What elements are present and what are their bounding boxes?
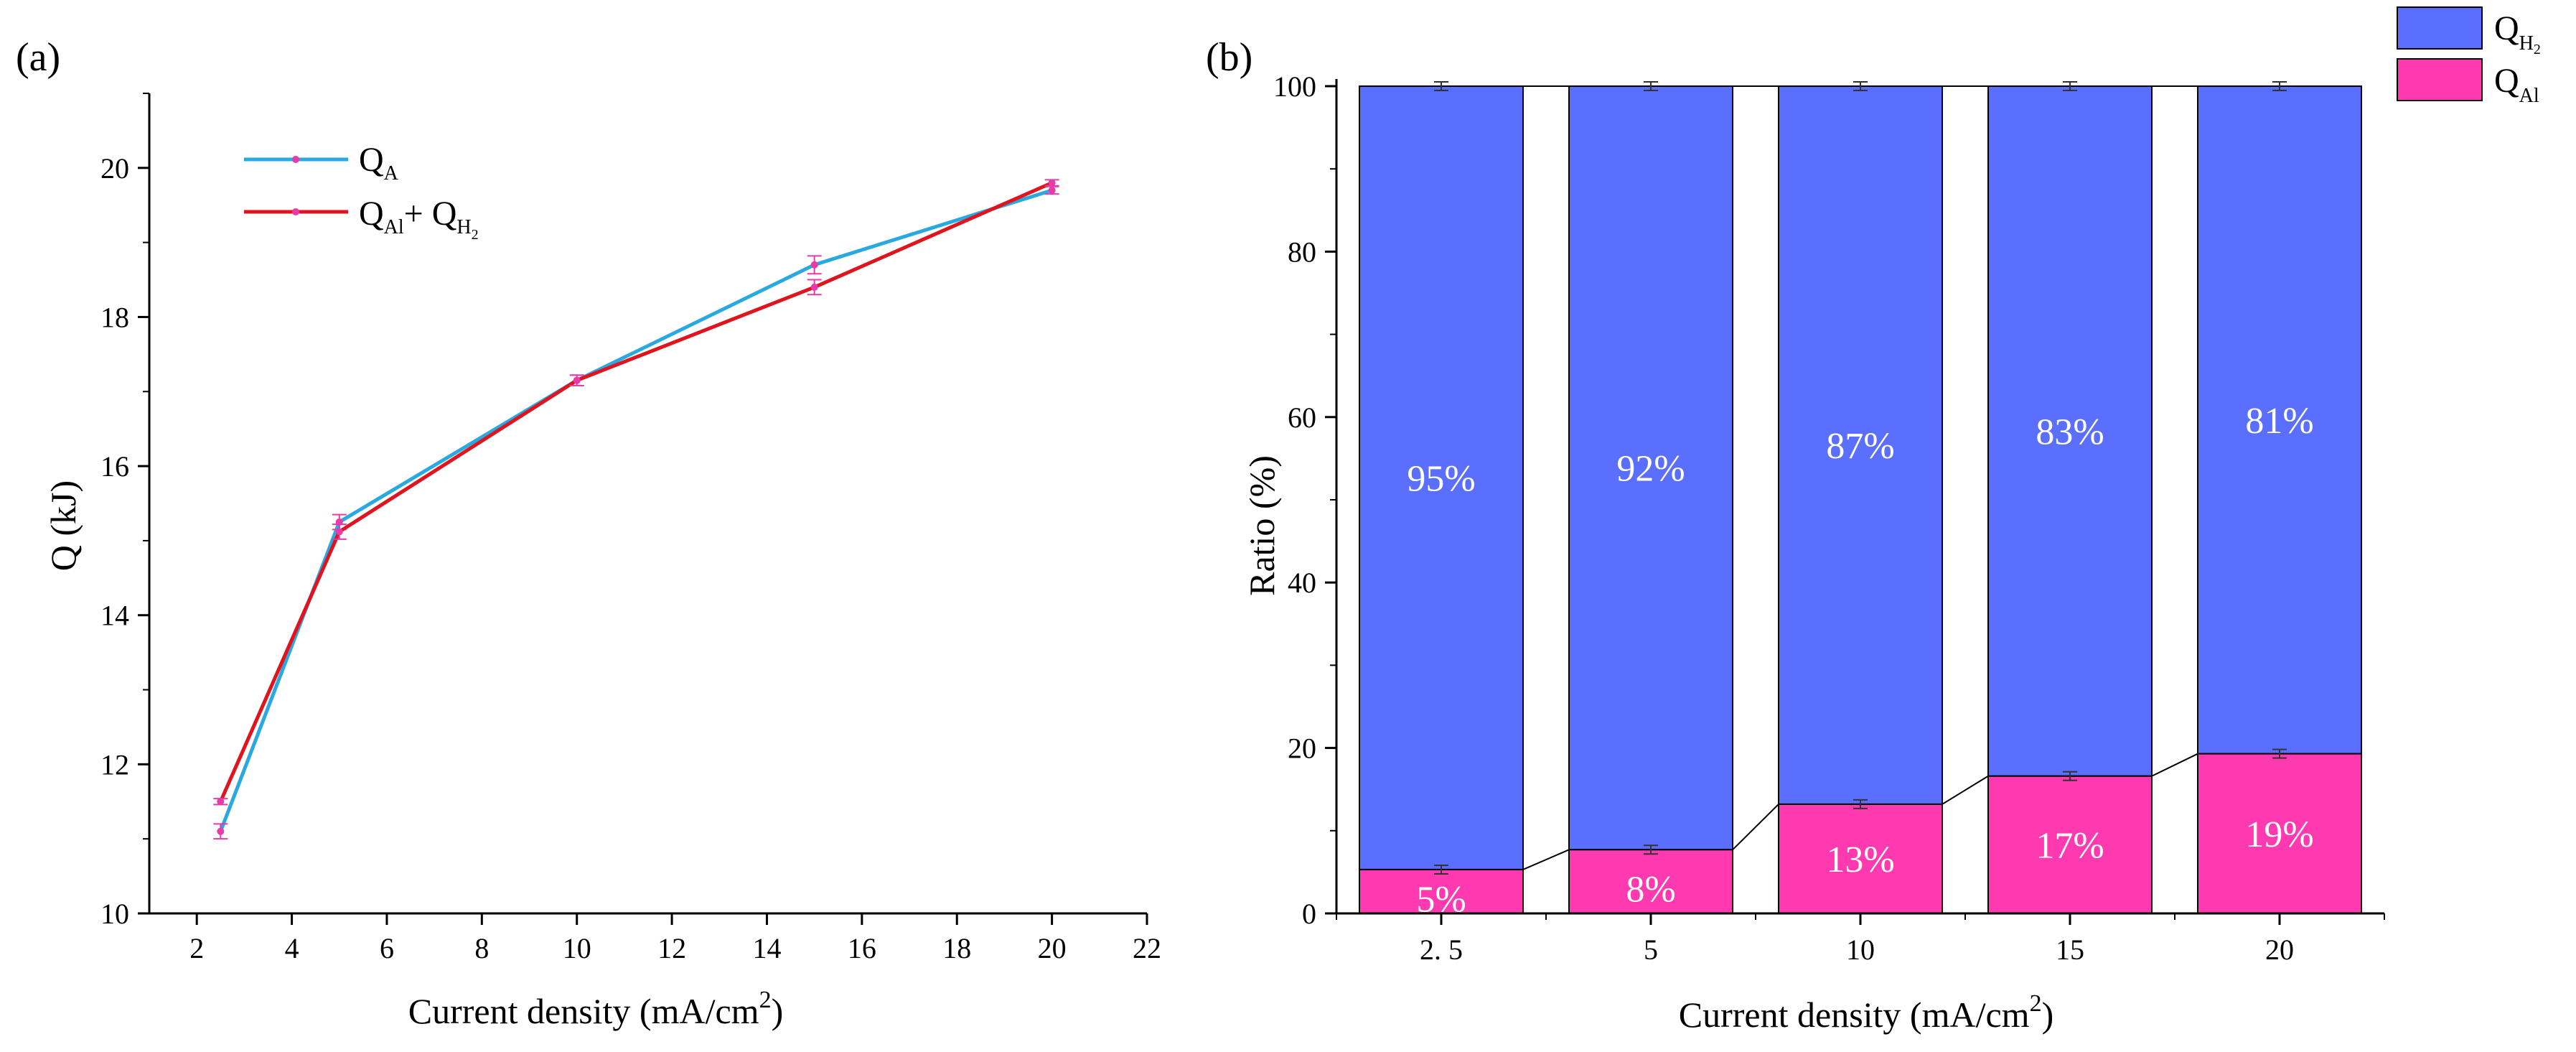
chart-a-xtick-label: 22 [1133,932,1161,964]
panel-a-label: (a) [16,35,60,80]
chart-b-bar-qh2 [1359,85,1524,870]
legend-qa-marker [292,156,299,163]
chart-b-bar-qal [1359,868,1524,914]
chart-b-xtick-label: 20 [2265,934,2294,966]
chart-a-xtick-label: 16 [848,932,876,964]
chart-a-point [217,827,225,835]
chart-a-xtick-label: 20 [1038,932,1067,964]
chart-b-connector-qal [1522,849,1570,870]
chart-b-label-qal: 8% [1626,870,1675,911]
chart-b-xtick-label: 10 [1846,934,1875,966]
chart-b-ticks: 0 20 40 60 80 100 2. 5 5 10 15 20 [1273,70,2385,966]
chart-b-bar-qal [1778,803,1943,915]
chart-a-series [213,179,1059,840]
chart-a-xtick-label: 8 [474,932,489,964]
chart-b-xtick-label: 2. 5 [1420,934,1463,966]
chart-a-xtick-label: 18 [942,932,971,964]
chart-a-series-line [218,181,1053,803]
chart-b-ytick-label: 60 [1288,401,1316,434]
legend-qh2-label: QH2 [2494,9,2541,57]
chart-b-label-qal: 19% [2245,814,2313,855]
chart-b-xlabel: Current density (mA/cm2) [1679,990,2053,1035]
chart-a-xtick-label: 10 [563,932,591,964]
chart-b-bar-qh2 [1568,85,1733,851]
chart-a-xtick-label: 2 [189,932,204,964]
chart-b-label-qh2: 81% [2245,401,2313,442]
chart-a-point [1048,179,1056,187]
chart-b-bar-qal [2197,753,2362,914]
panel-b-label: (b) [1206,35,1252,80]
chart-a-frame [148,93,1147,915]
chart-a-ytick-label: 12 [100,748,129,781]
chart-a-ytick-label: 14 [100,600,129,632]
chart-b-label-qh2: 83% [2036,411,2104,452]
chart-a-point [810,283,818,291]
chart-b-ytick-label: 20 [1288,732,1316,765]
chart-b-label-qal: 17% [2036,825,2104,866]
chart-b-ytick-label: 80 [1288,236,1316,268]
chart-a-xtick-label: 14 [752,932,781,964]
chart-b-ytick-label: 40 [1288,567,1316,599]
chart-a-legend: QA QAl+ QH2 [244,141,479,243]
chart-b-label-qh2: 92% [1616,449,1685,490]
chart-a-xtick-label: 4 [285,932,299,964]
chart-b-xtick-label: 15 [2056,934,2084,966]
chart-a-point [335,528,343,536]
chart-b-label-qal: 13% [1826,839,1894,880]
chart-b-bar-qh2 [2197,85,2362,755]
chart-a-point [810,261,818,269]
chart-b-legend: QH2 QAl [2397,6,2541,107]
legend-qa-label: QA [359,141,399,185]
chart-a-ylabel: Q (kJ) [43,480,83,571]
chart-a-series-line [218,188,1053,832]
chart-a-xtick-label: 12 [657,932,686,964]
chart-a-ticks: 2 4 6 8 10 12 14 16 18 20 22 10 12 14 16 18 20 [100,93,1161,964]
legend-qal-label: QAl [2494,62,2539,107]
chart-b-bar-qh2 [1778,85,1943,805]
chart-a-ytick-label: 10 [100,898,129,930]
chart-b-bar-qh2 [1987,85,2153,777]
chart-a-xtick-label: 6 [380,932,394,964]
chart-b-label-qh2: 87% [1826,426,1894,467]
chart-b-bars: 5%95%8%92%13%87%17%83%19%81% [1359,81,2362,920]
chart-b-ytick-label: 0 [1302,898,1316,930]
chart-b-xtick-label: 5 [1644,934,1658,966]
chart-a-ytick-label: 16 [100,450,129,483]
chart-b-label-qh2: 95% [1407,458,1475,499]
chart-a-point [1048,186,1056,194]
chart-a-point [573,376,581,384]
chart-a-ytick-label: 18 [100,301,129,333]
legend-sum-label: QAl+ QH2 [359,195,479,243]
chart-b-bar-qal [1568,849,1733,915]
legend-qal-swatch [2397,58,2483,101]
legend-sum-marker [292,208,299,215]
chart-b-connector-qal [1732,804,1779,851]
chart-a-point [217,798,225,806]
chart-b-connector-qal [2151,753,2198,777]
chart-a-xlabel: Current density (mA/cm2) [408,987,783,1031]
chart-b-connector-qal [1942,775,1989,805]
chart-a-ytick-label: 20 [100,152,129,185]
chart-b-bar-qal [1987,775,2153,914]
chart-b-ytick-label: 100 [1273,70,1316,103]
legend-qh2-swatch [2397,6,2483,50]
chart-b-ylabel: Ratio (%) [1242,455,1282,596]
